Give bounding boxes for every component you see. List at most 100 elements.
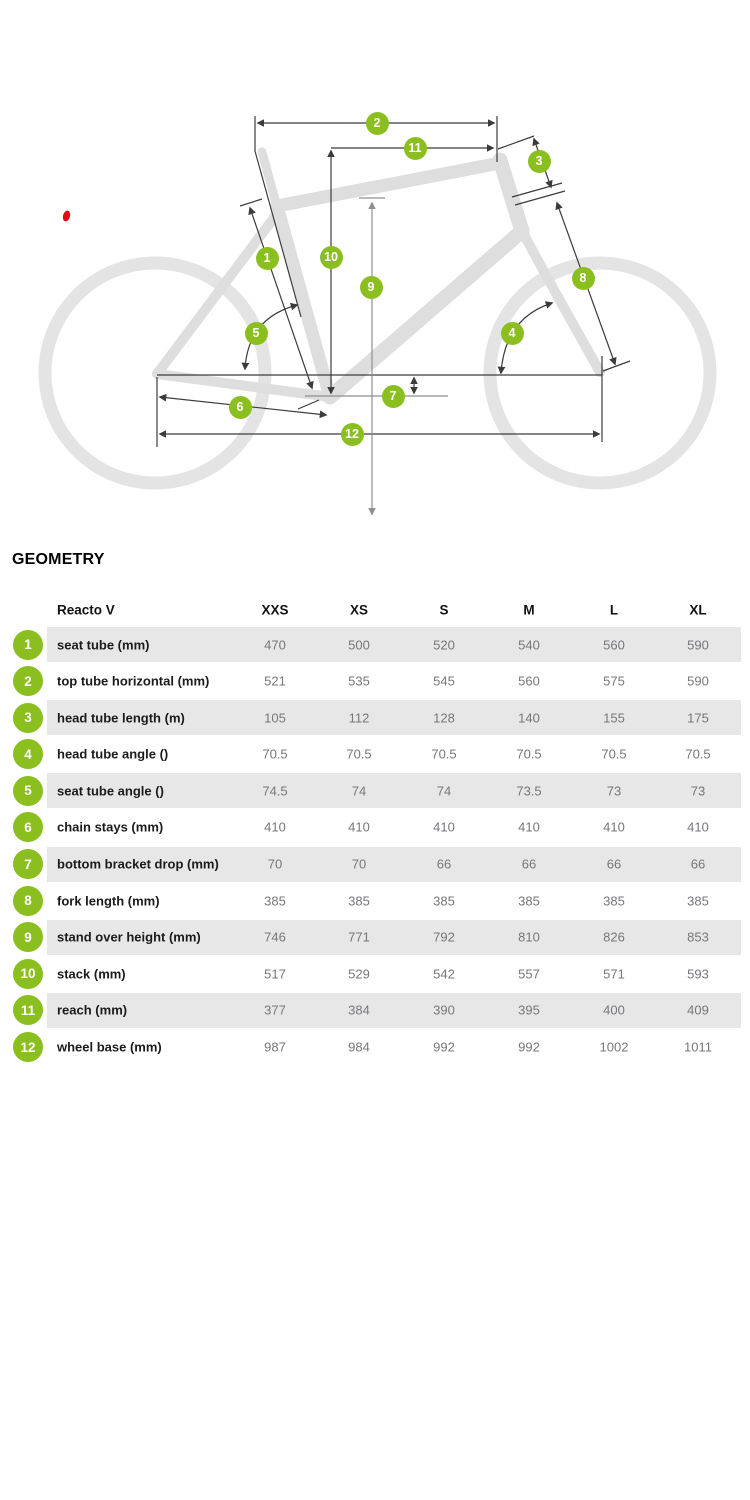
cell-value: 70.5 bbox=[346, 746, 372, 762]
cell-value: 590 bbox=[687, 637, 709, 652]
cell-value: 470 bbox=[264, 637, 286, 652]
cell-value: 73 bbox=[606, 783, 622, 799]
cell-value: 66 bbox=[690, 856, 706, 872]
cell-value: 66 bbox=[606, 856, 622, 872]
cell-value: 545 bbox=[433, 673, 455, 689]
head-top-tick bbox=[497, 135, 535, 150]
diagram-marker-8: 8 bbox=[571, 266, 595, 290]
cell-value: 810 bbox=[518, 929, 540, 945]
cell-value: 535 bbox=[348, 673, 370, 689]
row-label: top tube horizontal (mm) bbox=[57, 673, 210, 689]
cell-value: 74.5 bbox=[262, 783, 288, 799]
row-label: head tube angle () bbox=[57, 746, 169, 762]
row-number-badge: 9 bbox=[13, 922, 43, 953]
dim-seat-tube bbox=[248, 206, 314, 390]
cell-value: 540 bbox=[518, 637, 540, 652]
cell-value: 560 bbox=[518, 673, 540, 689]
cell-value: 542 bbox=[433, 966, 455, 982]
row-number-badge: 4 bbox=[13, 739, 43, 770]
table-row: 9 stand over height (mm) 746 771 792 810 826 85… bbox=[0, 919, 750, 955]
row-label: stack (mm) bbox=[57, 966, 126, 982]
cell-value: 992 bbox=[518, 1039, 540, 1055]
cell-value: 385 bbox=[687, 893, 709, 909]
cell-value: 410 bbox=[348, 819, 370, 835]
cell-value: 73 bbox=[690, 783, 706, 799]
size-header-l: L bbox=[609, 602, 619, 618]
row-label: fork length (mm) bbox=[57, 893, 160, 909]
cell-value: 70.5 bbox=[431, 746, 457, 762]
row-label: bottom bracket drop (mm) bbox=[57, 856, 219, 872]
table-row: 1 seat tube (mm) 470 500 520 540 560 590 bbox=[0, 627, 750, 662]
cell-value: 385 bbox=[433, 893, 455, 909]
cell-value: 70.5 bbox=[516, 746, 542, 762]
cell-value: 74 bbox=[351, 783, 367, 799]
table-row: 6 chain stays (mm) 410 410 410 410 410 410 bbox=[0, 810, 750, 845]
cell-value: 390 bbox=[433, 1002, 455, 1018]
row-label: stand over height (mm) bbox=[57, 929, 201, 945]
crown-tick-2 bbox=[514, 190, 566, 206]
cell-value: 529 bbox=[348, 966, 370, 982]
head-tube bbox=[492, 152, 530, 239]
cell-value: 410 bbox=[687, 819, 709, 835]
diagram-marker-4: 4 bbox=[500, 321, 524, 345]
cell-value: 590 bbox=[687, 673, 709, 689]
section-title: GEOMETRY bbox=[12, 551, 105, 568]
cell-value: 593 bbox=[687, 966, 709, 982]
cell-value: 410 bbox=[264, 819, 286, 835]
diagram-marker-9: 9 bbox=[359, 275, 383, 299]
size-header-xl: XL bbox=[689, 602, 707, 618]
cell-value: 792 bbox=[433, 929, 455, 945]
diagram-marker-2: 2 bbox=[365, 111, 389, 135]
table-row: 7 bottom bracket drop (mm) 70 70 66 66 66 66 bbox=[0, 846, 750, 882]
cell-value: 746 bbox=[264, 929, 286, 945]
size-header-xxs: XXS bbox=[261, 602, 289, 618]
diagram-markers: 1 2 3 4 5 6 7 8 9 10 11 12 bbox=[0, 0, 750, 540]
bike-geometry-diagram bbox=[38, 116, 717, 516]
seat-tube-tick-top bbox=[239, 198, 263, 207]
cell-value: 73.5 bbox=[516, 783, 542, 799]
table-row: 8 fork length (mm) 385 385 385 385 385 385 bbox=[0, 883, 750, 918]
cell-value: 385 bbox=[348, 893, 370, 909]
cell-value: 409 bbox=[687, 1002, 709, 1018]
table-header: Reacto V XXS XS S M L XL bbox=[0, 598, 750, 622]
cell-value: 520 bbox=[433, 637, 455, 652]
cell-value: 140 bbox=[518, 710, 540, 726]
model-name: Reacto V bbox=[57, 602, 115, 618]
cell-value: 377 bbox=[264, 1002, 286, 1018]
cell-value: 395 bbox=[518, 1002, 540, 1018]
cell-value: 571 bbox=[603, 966, 625, 982]
diagram-marker-6: 6 bbox=[228, 395, 252, 419]
crown-tick-1 bbox=[511, 182, 563, 198]
row-label: reach (mm) bbox=[57, 1002, 128, 1018]
diagram-marker-11: 11 bbox=[403, 136, 427, 160]
cell-value: 771 bbox=[348, 929, 370, 945]
cell-value: 410 bbox=[603, 819, 625, 835]
row-label: chain stays (mm) bbox=[57, 819, 164, 835]
cell-value: 992 bbox=[433, 1039, 455, 1055]
cell-value: 384 bbox=[348, 1002, 370, 1018]
table-row: 11 reach (mm) 377 384 390 395 400 409 bbox=[0, 992, 750, 1028]
cell-value: 70.5 bbox=[262, 746, 288, 762]
row-label: wheel base (mm) bbox=[57, 1039, 162, 1055]
cell-value: 557 bbox=[518, 966, 540, 982]
diagram-marker-10: 10 bbox=[319, 245, 343, 269]
cell-value: 66 bbox=[521, 856, 537, 872]
logo-dot bbox=[62, 210, 71, 222]
row-number-badge: 1 bbox=[13, 629, 43, 660]
cell-value: 410 bbox=[518, 819, 540, 835]
row-number-badge: 3 bbox=[13, 702, 43, 733]
cell-value: 853 bbox=[687, 929, 709, 945]
cell-value: 1011 bbox=[684, 1039, 712, 1055]
table-row: 2 top tube horizontal (mm) 521 535 545 560 575… bbox=[0, 664, 750, 699]
cell-value: 70 bbox=[267, 856, 283, 872]
cell-value: 400 bbox=[603, 1002, 625, 1018]
row-number-badge: 8 bbox=[13, 885, 43, 916]
row-number-badge: 7 bbox=[13, 849, 43, 880]
geometry-rows: 1 seat tube (mm) 470 500 520 540 560 590 2 top tu… bbox=[0, 627, 750, 1066]
seatpost bbox=[257, 147, 282, 212]
chainstay bbox=[152, 369, 335, 402]
cell-value: 987 bbox=[264, 1039, 286, 1055]
row-number-badge: 6 bbox=[13, 812, 43, 843]
table-row: 12 wheel base (mm) 987 984 992 992 1002 1011 bbox=[0, 1030, 750, 1065]
cell-value: 575 bbox=[603, 673, 625, 689]
